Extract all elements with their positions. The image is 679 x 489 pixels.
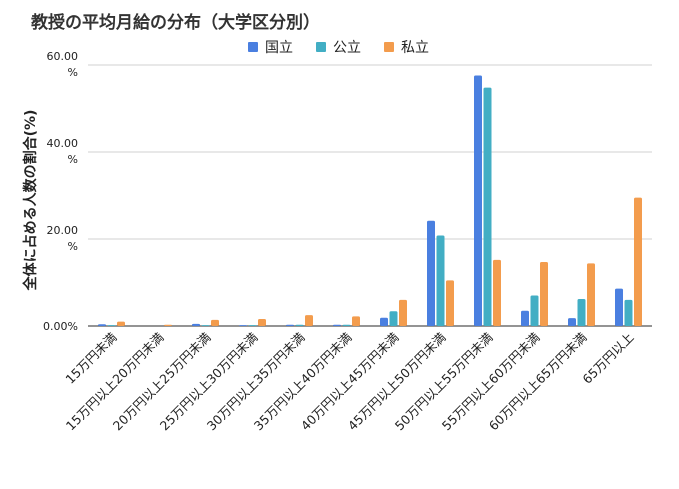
x-axis-ticks: 15万円未満15万円以上20万円未満20万円以上25万円未満25万円以上30万円… [62, 330, 636, 434]
bar-私立 [446, 280, 454, 326]
bar-公立 [248, 325, 257, 326]
bar-私立 [399, 299, 407, 326]
bar-国立 [380, 317, 388, 326]
y-tick-label: 40.00 [47, 137, 79, 150]
bar-私立 [587, 263, 595, 326]
legend-label: 国立 [265, 40, 293, 56]
bar-国立 [333, 324, 341, 326]
bar-公立 [483, 87, 492, 327]
y-tick-unit: % [68, 240, 78, 253]
bar-公立 [107, 325, 116, 326]
bar-私立 [634, 197, 642, 326]
bar-公立 [530, 295, 539, 326]
y-tick-unit: % [68, 66, 78, 79]
legend-swatch [384, 42, 394, 52]
bar-公立 [389, 311, 398, 326]
legend: 国立 公立 私立 [248, 40, 429, 56]
legend-swatch [248, 42, 258, 52]
bar-国立 [239, 325, 247, 326]
bar-私立 [540, 262, 548, 326]
bar-国立 [192, 323, 200, 326]
bar-国立 [98, 324, 106, 326]
y-tick-label: 60.00 [47, 50, 79, 63]
y-tick-label: 0.00% [43, 320, 78, 333]
bar-国立 [286, 324, 294, 326]
bar-私立 [305, 315, 313, 326]
bar-公立 [577, 299, 586, 326]
bar-国立 [521, 310, 529, 326]
bar-私立 [352, 316, 360, 326]
legend-label: 公立 [333, 40, 361, 56]
gridlines [88, 64, 652, 327]
bars [98, 75, 642, 327]
bar-国立 [568, 318, 576, 326]
chart-title: 教授の平均月給の分布（大学区分別） [31, 13, 320, 33]
legend-label: 私立 [401, 40, 429, 56]
bar-私立 [164, 324, 172, 326]
bar-国立 [615, 288, 623, 326]
bar-公立 [201, 325, 210, 326]
x-tick-label: 65万円以上 [579, 330, 636, 387]
bar-公立 [342, 324, 351, 326]
y-axis-ticks: 0.00% 20.00% 40.00% 60.00% [43, 50, 78, 333]
bar-国立 [474, 75, 482, 326]
bar-公立 [295, 324, 304, 326]
bar-公立 [624, 299, 633, 326]
bar-私立 [258, 319, 266, 326]
x-tick-label: 60万円以上65万円未満 [486, 330, 590, 434]
y-tick-label: 20.00 [47, 224, 79, 237]
bar-私立 [117, 321, 125, 326]
bar-私立 [211, 319, 219, 326]
bar-私立 [493, 259, 501, 326]
bar-公立 [436, 235, 445, 326]
y-tick-unit: % [68, 153, 78, 166]
legend-swatch [316, 42, 326, 52]
bar-国立 [427, 220, 435, 326]
